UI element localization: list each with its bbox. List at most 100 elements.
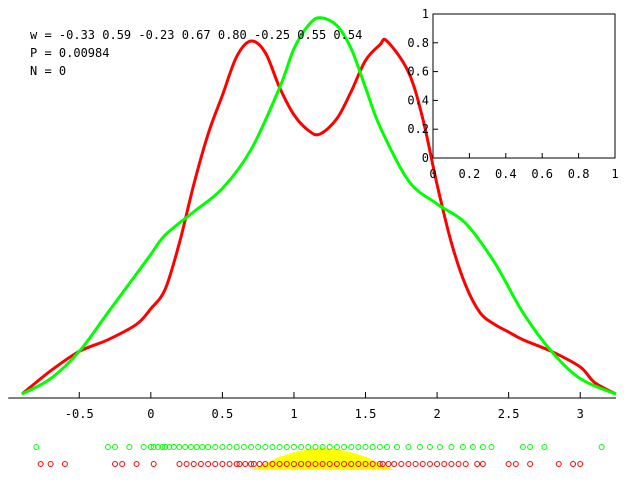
red-sample-point bbox=[269, 461, 276, 467]
red-sample-point bbox=[290, 461, 297, 467]
green-sample-point bbox=[126, 444, 133, 450]
green-sample-point bbox=[159, 444, 166, 450]
red-sample-point bbox=[341, 461, 348, 467]
red-sample-point bbox=[577, 461, 584, 467]
red-sample-point bbox=[283, 461, 290, 467]
green-sample-point bbox=[448, 444, 455, 450]
red-sample-point bbox=[369, 461, 376, 467]
green-sample-point bbox=[333, 444, 340, 450]
red-sample-point bbox=[248, 461, 255, 467]
green-sample-point bbox=[519, 444, 526, 450]
red-sample-point bbox=[226, 461, 233, 467]
red-sample-point bbox=[133, 461, 140, 467]
red-density-line bbox=[21, 37, 617, 396]
green-sample-point bbox=[193, 444, 200, 450]
red-samples bbox=[37, 461, 584, 467]
green-sample-point bbox=[248, 444, 255, 450]
x-tick-label: 3 bbox=[577, 407, 584, 421]
red-sample-point bbox=[362, 461, 369, 467]
x-axis-ticks: -0.5 0 0.5 1 1.5 2 2.5 3 bbox=[65, 392, 584, 421]
inset-y-tick-label: 0.8 bbox=[407, 36, 429, 50]
count-line: N = 0 bbox=[30, 64, 66, 78]
red-sample-point bbox=[326, 461, 333, 467]
green-sample-point bbox=[140, 444, 147, 450]
green-sample-point bbox=[416, 444, 423, 450]
red-sample-point bbox=[333, 461, 340, 467]
green-sample-point bbox=[262, 444, 269, 450]
red-sample-point bbox=[419, 461, 426, 467]
x-tick-label: -0.5 bbox=[65, 407, 94, 421]
green-sample-point bbox=[166, 444, 173, 450]
inset-y-tick-label: 0 bbox=[422, 151, 429, 165]
inset-x-tick-label: 0.2 bbox=[459, 167, 481, 181]
red-sample-point bbox=[570, 461, 577, 467]
green-sample-point bbox=[33, 444, 40, 450]
green-sample-point bbox=[383, 444, 390, 450]
red-sample-point bbox=[212, 461, 219, 467]
x-tick-label: 0 bbox=[147, 407, 154, 421]
red-sample-point bbox=[119, 461, 126, 467]
green-sample-point bbox=[104, 444, 111, 450]
red-sample-point bbox=[250, 461, 257, 467]
red-sample-point bbox=[233, 461, 240, 467]
x-tick-label: 1 bbox=[290, 407, 297, 421]
red-sample-point bbox=[555, 461, 562, 467]
red-sample-point bbox=[462, 461, 469, 467]
red-sample-point bbox=[197, 461, 204, 467]
red-sample-point bbox=[112, 461, 119, 467]
green-sample-point bbox=[269, 444, 276, 450]
inset-x-tick-label: 0.4 bbox=[495, 167, 517, 181]
info-block: w = -0.33 0.59 -0.23 0.67 0.80 -0.25 0.5… bbox=[30, 28, 362, 78]
red-sample-point bbox=[305, 461, 312, 467]
green-sample-point bbox=[369, 444, 376, 450]
green-sample-point bbox=[488, 444, 495, 450]
green-sample-point bbox=[255, 444, 262, 450]
green-sample-point bbox=[376, 444, 383, 450]
inset-y-tick-label: 1 bbox=[422, 7, 429, 21]
red-sample-point bbox=[298, 461, 305, 467]
red-sample-point bbox=[527, 461, 534, 467]
red-sample-point bbox=[61, 461, 68, 467]
green-sample-point bbox=[276, 444, 283, 450]
green-sample-point bbox=[436, 444, 443, 450]
inset-y-tick-label: 0.2 bbox=[407, 122, 429, 136]
inset-frame bbox=[432, 13, 616, 159]
inset-y-tick-label: 0.6 bbox=[407, 65, 429, 79]
red-sample-point bbox=[219, 461, 226, 467]
green-sample-point bbox=[541, 444, 548, 450]
green-sample-point bbox=[362, 444, 369, 450]
red-sample-point bbox=[355, 461, 362, 467]
red-sample-point bbox=[176, 461, 183, 467]
red-sample-point bbox=[379, 461, 386, 467]
weights-line: w = -0.33 0.59 -0.23 0.67 0.80 -0.25 0.5… bbox=[30, 28, 362, 42]
inset-ticks: 0 0.2 0.4 0.6 0.8 1 0 0.2 0.4 0.6 0.8 1 bbox=[407, 7, 618, 181]
green-sample-point bbox=[212, 444, 219, 450]
sample-strip bbox=[33, 444, 605, 470]
red-sample-point bbox=[150, 461, 157, 467]
main-plot: -0.5 0 0.5 1 1.5 2 2.5 3 bbox=[7, 8, 617, 421]
inset-x-tick-label: 0.8 bbox=[568, 167, 590, 181]
red-sample-point bbox=[398, 461, 405, 467]
green-sample-point bbox=[219, 444, 226, 450]
green-samples bbox=[33, 444, 605, 450]
inset-x-tick-label: 0 bbox=[429, 167, 436, 181]
red-sample-point bbox=[512, 461, 519, 467]
inset-plot: 0 0.2 0.4 0.6 0.8 1 0 0.2 0.4 0.6 0.8 1 bbox=[407, 7, 618, 181]
red-sample-point bbox=[434, 461, 441, 467]
green-sample-point bbox=[170, 444, 177, 450]
green-sample-point bbox=[459, 444, 466, 450]
red-sample-point bbox=[37, 461, 44, 467]
green-density-line bbox=[21, 16, 617, 396]
green-sample-point bbox=[233, 444, 240, 450]
red-sample-point bbox=[448, 461, 455, 467]
green-sample-point bbox=[326, 444, 333, 450]
green-sample-point bbox=[176, 444, 183, 450]
green-sample-point bbox=[162, 444, 169, 450]
green-sample-point bbox=[469, 444, 476, 450]
inset-x-tick-label: 0.6 bbox=[531, 167, 553, 181]
green-sample-point bbox=[479, 444, 486, 450]
red-sample-point bbox=[242, 461, 249, 467]
green-sample-point bbox=[226, 444, 233, 450]
